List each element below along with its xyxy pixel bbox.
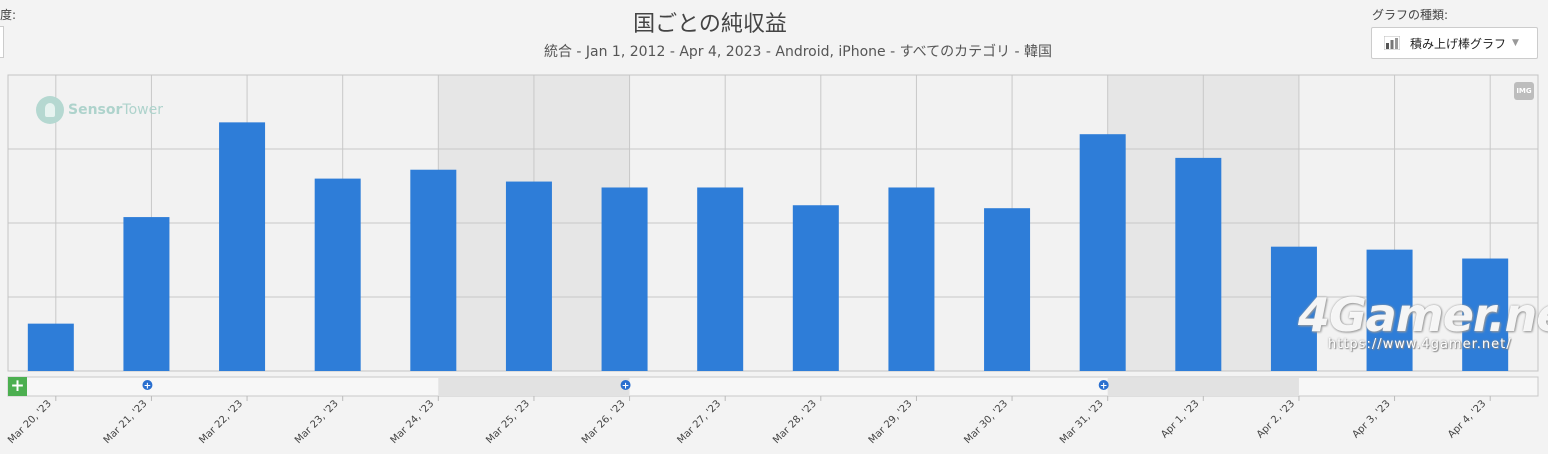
x-tick-label: Mar 24, '23	[389, 398, 437, 446]
fourgamer-watermark: 4Gamer.net	[1298, 288, 1548, 342]
bar-8	[792, 205, 839, 371]
x-tick-label: Mar 22, '23	[197, 398, 245, 446]
sensor-tower-icon	[36, 96, 64, 124]
x-tick-label: Mar 27, '23	[676, 398, 724, 446]
left-truncated-label: 度:	[0, 8, 17, 22]
event-marker-icon	[620, 380, 631, 390]
x-tick-label: Mar 30, '23	[962, 398, 1010, 446]
bar-5	[505, 181, 552, 371]
bar-2	[219, 122, 266, 371]
bar-10	[984, 208, 1031, 371]
plot-border	[7, 74, 1539, 372]
chart-title: 国ごとの純収益	[633, 12, 787, 37]
event-marker-plus: +	[144, 382, 152, 392]
x-tick-label: Apr 3, '23	[1350, 398, 1392, 440]
bar-3	[314, 178, 361, 371]
timeline-weekend-band	[1107, 378, 1299, 396]
x-tick-label: Mar 28, '23	[771, 398, 819, 446]
fourgamer-url-watermark: https://www.4gamer.net/	[1328, 337, 1512, 352]
chart-type-label: グラフの種類:	[1372, 8, 1449, 22]
chart-type-value: 積み上げ棒グラフ	[1410, 36, 1507, 51]
add-event-button[interactable]: +	[8, 377, 27, 396]
x-tick-label: Mar 20, '23	[6, 398, 54, 446]
bar-7	[697, 187, 744, 371]
x-tick-label: Apr 4, '23	[1446, 398, 1488, 440]
x-tick-label: Mar 26, '23	[580, 398, 628, 446]
x-tick-label: Mar 23, '23	[293, 398, 341, 446]
event-marker-plus: +	[1100, 382, 1108, 392]
event-marker-icon	[142, 380, 153, 390]
bar-4	[410, 169, 457, 371]
timeline-weekend-band	[438, 378, 630, 396]
bar-6	[601, 187, 648, 371]
bar-1	[123, 217, 170, 371]
sensor-tower-text-2: Tower	[122, 102, 163, 118]
x-tick-label: Mar 21, '23	[102, 398, 150, 446]
x-tick-label: Apr 1, '23	[1159, 398, 1201, 440]
left-truncated-select[interactable]	[0, 26, 4, 58]
bar-13	[1270, 246, 1317, 371]
chart-type-dropdown[interactable]: 積み上げ棒グラフ ▼	[1371, 27, 1538, 59]
bar-12	[1175, 157, 1222, 371]
x-tick-label: Mar 25, '23	[484, 398, 532, 446]
bar-11	[1079, 134, 1126, 371]
bar-14	[1366, 249, 1413, 371]
event-marker-plus: +	[622, 382, 630, 392]
x-tick-label: Mar 31, '23	[1058, 398, 1106, 446]
bar-0	[27, 323, 74, 371]
bar-9	[888, 187, 935, 371]
x-tick-label: Apr 2, '23	[1255, 398, 1297, 440]
chevron-down-icon: ▼	[1512, 38, 1519, 48]
event-timeline	[7, 376, 1539, 397]
export-image-button[interactable]: IMG	[1514, 82, 1534, 100]
sensor-tower-text-1: Sensor	[68, 102, 123, 118]
chart-subtitle: 統合 - Jan 1, 2012 - Apr 4, 2023 - Android…	[543, 44, 1053, 60]
event-marker-icon	[1098, 380, 1109, 390]
sensor-tower-logo: SensorTower	[36, 96, 163, 124]
x-tick-label: Mar 29, '23	[867, 398, 915, 446]
stacked-bar-chart-icon	[1384, 36, 1400, 50]
bar-15	[1462, 258, 1509, 371]
